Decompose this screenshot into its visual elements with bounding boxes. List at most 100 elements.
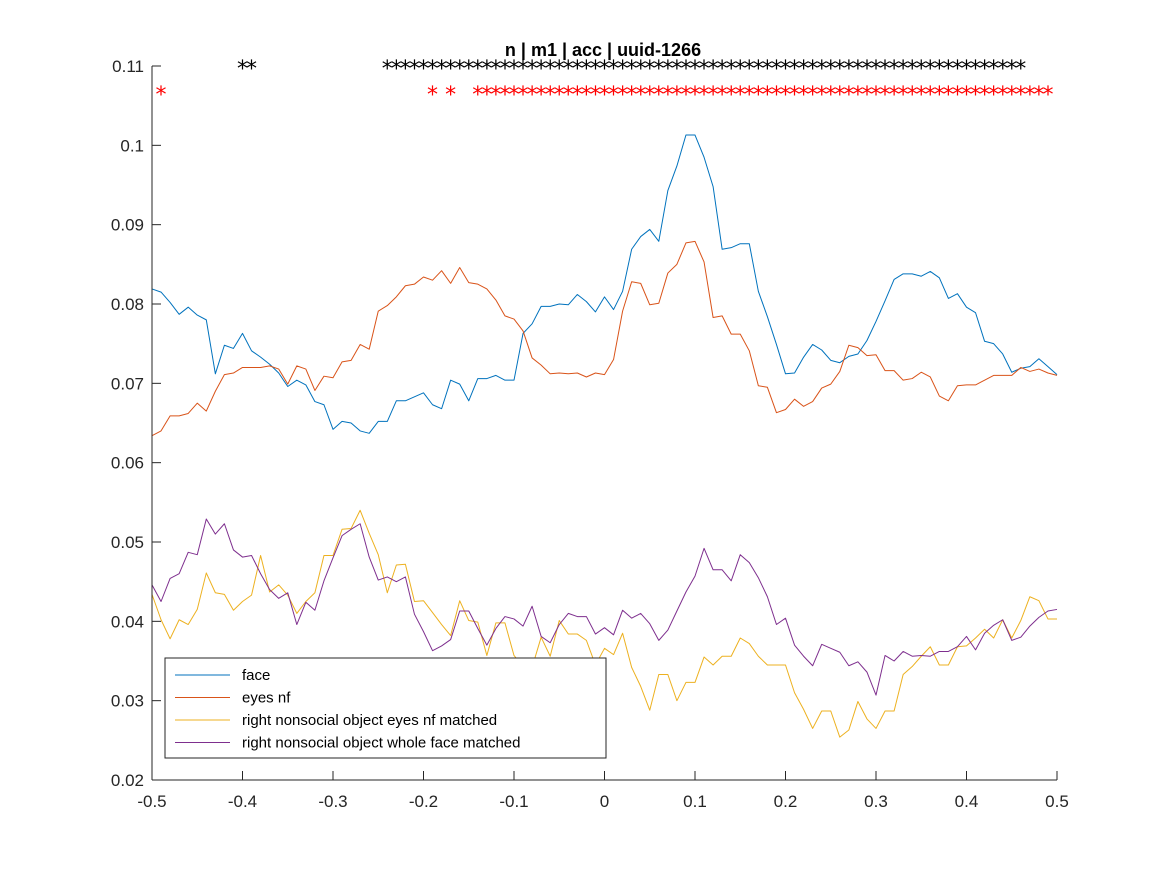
significance-marker-1-28: * xyxy=(608,57,619,82)
significance-marker-1-73: * xyxy=(1015,57,1026,82)
significance-marker-1-42: * xyxy=(735,57,746,82)
significance-marker-1-53: * xyxy=(834,57,845,82)
significance-marker-1-10: * xyxy=(445,57,456,82)
significance-marker-2-25: * xyxy=(662,83,673,108)
y-tick-label: 0.08 xyxy=(111,295,144,314)
significance-marker-2-27: * xyxy=(680,83,691,108)
significance-marker-2-65: * xyxy=(1024,83,1035,108)
y-tick-label: 0.09 xyxy=(111,216,144,235)
y-tick-label: 0.02 xyxy=(111,771,144,790)
significance-marker-2-61: * xyxy=(988,83,999,108)
significance-marker-1-33: * xyxy=(653,57,664,82)
significance-marker-2-9: * xyxy=(518,83,529,108)
significance-marker-1-13: * xyxy=(472,57,483,82)
significance-marker-1-70: * xyxy=(988,57,999,82)
significance-marker-1-30: * xyxy=(626,57,637,82)
significance-marker-1-60: * xyxy=(898,57,909,82)
x-ticks: -0.5 -0.4 -0.3 -0.2 -0.1 0 0.1 0.2 0.3 0.4 0.5 xyxy=(137,771,1069,811)
significance-marker-2-15: * xyxy=(572,83,583,108)
significance-marker-2-28: * xyxy=(690,83,701,108)
significance-marker-1-50: * xyxy=(807,57,818,82)
significance-marker-1-56: * xyxy=(861,57,872,82)
significance-marker-2-2: * xyxy=(427,83,438,108)
significance-marker-2-10: * xyxy=(527,83,538,108)
significance-marker-1-68: * xyxy=(970,57,981,82)
significance-marker-2-45: * xyxy=(843,83,854,108)
x-tick-label: -0.3 xyxy=(318,792,347,811)
legend-items: face eyes nf right nonsocial object eyes n… xyxy=(175,667,521,752)
significance-marker-1-26: * xyxy=(590,57,601,82)
x-tick-label: -0.5 xyxy=(137,792,166,811)
significance-marker-2-52: * xyxy=(907,83,918,108)
significance-marker-1-16: * xyxy=(499,57,510,82)
y-tick-label: 0.1 xyxy=(120,136,144,155)
significance-marker-2-50: * xyxy=(889,83,900,108)
significance-marker-2-18: * xyxy=(599,83,610,108)
significance-marker-2-26: * xyxy=(671,83,682,108)
significance-marker-1-59: * xyxy=(889,57,900,82)
significance-marker-2-29: * xyxy=(699,83,710,108)
significance-marker-1-44: * xyxy=(753,57,764,82)
significance-marker-1-45: * xyxy=(762,57,773,82)
significance-marker-1-23: * xyxy=(563,57,574,82)
significance-marker-2-40: * xyxy=(798,83,809,108)
x-tick-label: -0.2 xyxy=(409,792,438,811)
significance-marker-2-8: * xyxy=(509,83,520,108)
significance-marker-1-37: * xyxy=(690,57,701,82)
significance-marker-2-38: * xyxy=(780,83,791,108)
significance-marker-2-32: * xyxy=(726,83,737,108)
x-tick-label: 0.3 xyxy=(864,792,888,811)
significance-marker-2-1: * xyxy=(156,83,167,108)
significance-marker-2-6: * xyxy=(490,83,501,108)
series-line-2 xyxy=(151,240,1058,437)
significance-marker-2-53: * xyxy=(916,83,927,108)
significance-marker-2-3: * xyxy=(445,83,456,108)
significance-marker-1-67: * xyxy=(961,57,972,82)
significance-marker-1-7: * xyxy=(418,57,429,82)
significance-marker-2-48: * xyxy=(871,83,882,108)
significance-marker-2-35: * xyxy=(753,83,764,108)
significance-marker-2-42: * xyxy=(816,83,827,108)
significance-marker-1-11: * xyxy=(454,57,465,82)
significance-marker-1-19: * xyxy=(527,57,538,82)
significance-marker-1-20: * xyxy=(536,57,547,82)
significance-marker-1-32: * xyxy=(644,57,655,82)
y-tick-label: 0.11 xyxy=(112,57,144,76)
significance-marker-2-49: * xyxy=(880,83,891,108)
significance-marker-1-51: * xyxy=(816,57,827,82)
significance-marker-1-15: * xyxy=(490,57,501,82)
significance-marker-2-12: * xyxy=(545,83,556,108)
significance-marker-1-48: * xyxy=(789,57,800,82)
significance-marker-2-37: * xyxy=(771,83,782,108)
significance-marker-1-71: * xyxy=(997,57,1008,82)
significance-marker-2-4: * xyxy=(472,83,483,108)
y-tick-label: 0.07 xyxy=(111,374,144,393)
significance-marker-2-41: * xyxy=(807,83,818,108)
significance-marker-2-46: * xyxy=(852,83,863,108)
significance-marker-1-47: * xyxy=(780,57,791,82)
significance-marker-2-24: * xyxy=(653,83,664,108)
significance-marker-1-46: * xyxy=(771,57,782,82)
significance-marker-2-58: * xyxy=(961,83,972,108)
significance-marker-1-6: * xyxy=(409,57,420,82)
significance-marker-2-44: * xyxy=(834,83,845,108)
significance-marker-1-4: * xyxy=(391,57,402,82)
legend-label-1: face xyxy=(242,667,270,684)
significance-marker-1-34: * xyxy=(662,57,673,82)
significance-marker-1-54: * xyxy=(843,57,854,82)
significance-marker-2-47: * xyxy=(861,83,872,108)
significance-marker-1-27: * xyxy=(599,57,610,82)
significance-marker-1-9: * xyxy=(436,57,447,82)
significance-marker-2-36: * xyxy=(762,83,773,108)
significance-marker-1-18: * xyxy=(518,57,529,82)
legend-label-4: right nonsocial object whole face matche… xyxy=(242,735,521,752)
significance-marker-2-22: * xyxy=(635,83,646,108)
significance-marker-1-17: * xyxy=(509,57,520,82)
chart-title: n | m1 | acc | uuid-1266 xyxy=(505,40,701,60)
significance-marker-1-31: * xyxy=(635,57,646,82)
x-tick-label: 0.4 xyxy=(955,792,979,811)
series-line-1 xyxy=(151,134,1058,434)
legend-label-2: eyes nf xyxy=(242,690,291,707)
legend: face eyes nf right nonsocial object eyes n… xyxy=(164,657,607,759)
significance-marker-1-66: * xyxy=(952,57,963,82)
